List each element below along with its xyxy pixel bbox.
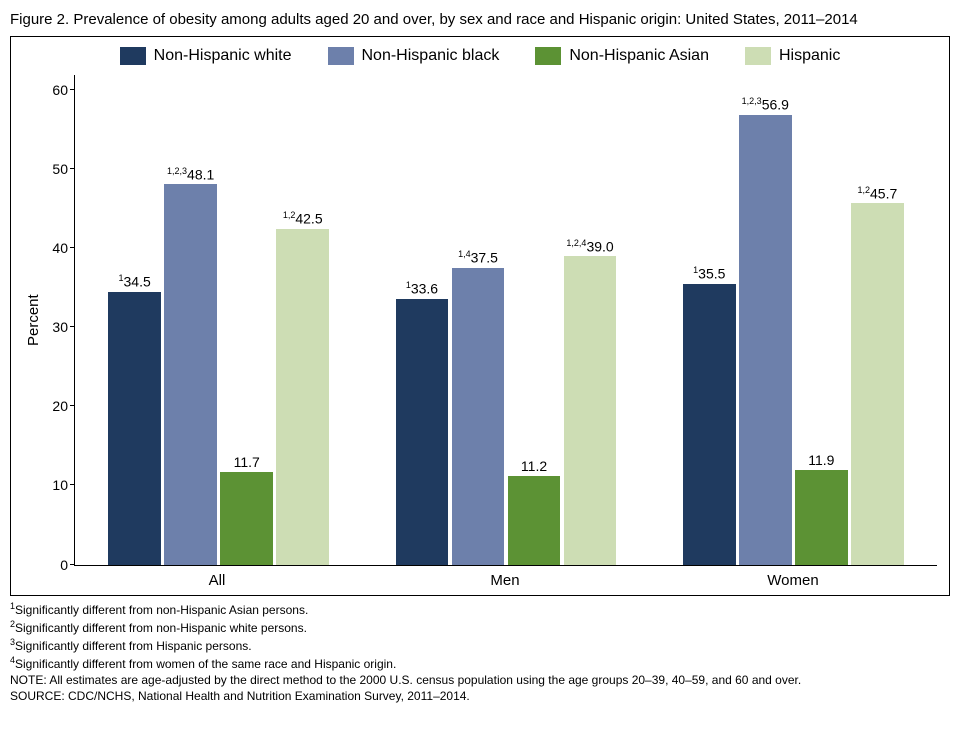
y-tick-mark: [70, 247, 75, 248]
bar-slot: 1,2,356.9: [737, 75, 793, 565]
bar-value-label: 1,245.7: [857, 185, 897, 202]
bar-slot: 134.5: [107, 75, 163, 565]
bar: [220, 472, 273, 564]
legend-item: Hispanic: [745, 47, 840, 65]
source-line: SOURCE: CDC/NCHS, National Health and Nu…: [10, 688, 950, 704]
x-axis-labels: AllMenWomen: [73, 566, 937, 591]
bar-value-label: 1,2,356.9: [742, 96, 789, 113]
bar: [564, 256, 617, 564]
bar-slot: 1,242.5: [275, 75, 331, 565]
bar-value-label: 11.7: [234, 454, 260, 470]
bar: [276, 229, 329, 565]
x-axis-label: Women: [649, 566, 937, 591]
legend-item: Non-Hispanic black: [328, 47, 500, 65]
bar-value-label: 11.2: [521, 458, 547, 474]
legend: Non-Hispanic white Non-Hispanic black Non-…: [23, 47, 937, 65]
bar-slot: 133.6: [394, 75, 450, 565]
legend-swatch: [535, 47, 561, 65]
y-tick-label: 0: [60, 557, 68, 573]
bar: [108, 292, 161, 565]
y-tick-mark: [70, 89, 75, 90]
note-line: NOTE: All estimates are age-adjusted by …: [10, 672, 950, 688]
bar-cluster: 134.5 1,2,348.1 11.7 1,242.5: [107, 75, 331, 565]
y-axis-label: Percent: [23, 75, 44, 566]
chart-frame: Non-Hispanic white Non-Hispanic black Non-…: [10, 36, 950, 596]
bar-value-label: 1,2,439.0: [566, 238, 613, 255]
bar-slot: 11.7: [219, 75, 275, 565]
bar-slot: 1,2,439.0: [562, 75, 618, 565]
y-tick-label: 20: [52, 398, 68, 414]
y-tick-label: 10: [52, 477, 68, 493]
bar-value-label: 1,242.5: [283, 210, 323, 227]
bar-group: 133.6 1,437.5 11.2 1,2,439.0: [362, 75, 649, 565]
y-tick-mark: [70, 326, 75, 327]
figure-title: Figure 2. Prevalence of obesity among ad…: [10, 10, 950, 30]
legend-swatch: [328, 47, 354, 65]
bar-slot: 135.5: [681, 75, 737, 565]
y-tick-label: 60: [52, 82, 68, 98]
legend-item: Non-Hispanic white: [120, 47, 292, 65]
bar: [396, 299, 449, 565]
bar: [683, 284, 736, 565]
bar-group: 134.5 1,2,348.1 11.7 1,242.5: [75, 75, 362, 565]
x-axis-label: Men: [361, 566, 649, 591]
bar-value-label: 134.5: [118, 273, 150, 290]
legend-label: Hispanic: [779, 47, 840, 65]
bar-value-label: 1,2,348.1: [167, 166, 214, 183]
bar-slot: 1,437.5: [450, 75, 506, 565]
bar: [795, 470, 848, 564]
bar: [508, 476, 561, 565]
footnote-line: 4Significantly different from women of t…: [10, 654, 950, 672]
legend-label: Non-Hispanic white: [154, 47, 292, 65]
bar: [739, 115, 792, 565]
plot-area: 134.5 1,2,348.1 11.7 1,242.5 133.6 1,437.5 11.…: [74, 75, 937, 566]
bar-value-label: 11.9: [808, 452, 834, 468]
footnote-line: 1Significantly different from non-Hispan…: [10, 600, 950, 618]
bar: [851, 203, 904, 564]
y-tick-mark: [70, 168, 75, 169]
legend-swatch: [745, 47, 771, 65]
y-tick-label: 30: [52, 319, 68, 335]
legend-label: Non-Hispanic black: [362, 47, 500, 65]
legend-label: Non-Hispanic Asian: [569, 47, 709, 65]
bar-cluster: 135.5 1,2,356.9 11.9 1,245.7: [681, 75, 905, 565]
legend-swatch: [120, 47, 146, 65]
bar-slot: 1,245.7: [849, 75, 905, 565]
bar: [452, 268, 505, 564]
y-tick-mark: [70, 484, 75, 485]
footnote-line: 3Significantly different from Hispanic p…: [10, 636, 950, 654]
bar-value-label: 135.5: [693, 265, 725, 282]
footnotes: 1Significantly different from non-Hispan…: [10, 600, 950, 705]
bar-slot: 1,2,348.1: [163, 75, 219, 565]
bar-slot: 11.9: [793, 75, 849, 565]
bar-value-label: 133.6: [406, 280, 438, 297]
bar-slot: 11.2: [506, 75, 562, 565]
footnote-line: 2Significantly different from non-Hispan…: [10, 618, 950, 636]
bar-value-label: 1,437.5: [458, 249, 498, 266]
bar-cluster: 133.6 1,437.5 11.2 1,2,439.0: [394, 75, 618, 565]
x-axis-label: All: [73, 566, 361, 591]
legend-item: Non-Hispanic Asian: [535, 47, 709, 65]
y-tick-label: 40: [52, 240, 68, 256]
y-axis: 0102030405060: [44, 75, 74, 565]
bar: [164, 184, 217, 564]
y-tick-label: 50: [52, 161, 68, 177]
bar-group: 135.5 1,2,356.9 11.9 1,245.7: [650, 75, 937, 565]
y-tick-mark: [70, 564, 75, 565]
y-tick-mark: [70, 405, 75, 406]
